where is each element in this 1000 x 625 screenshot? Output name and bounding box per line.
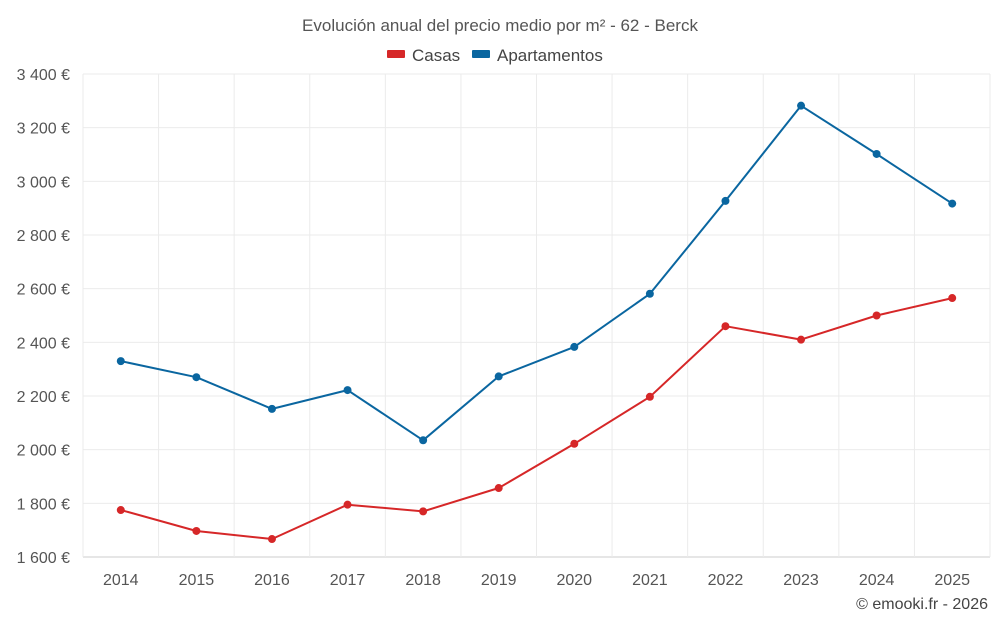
point-casas-2023[interactable] bbox=[797, 335, 806, 344]
point-casas-2024[interactable] bbox=[872, 311, 881, 320]
series-apartamentos bbox=[116, 101, 957, 445]
y-tick-label-2200: 2 200 € bbox=[17, 389, 70, 406]
point-casas-2025[interactable] bbox=[948, 294, 957, 303]
series-casas bbox=[116, 294, 957, 544]
point-apartamentos-2025[interactable] bbox=[948, 199, 957, 208]
point-apartamentos-2017[interactable] bbox=[343, 386, 352, 395]
y-tick-label-1800: 1 800 € bbox=[17, 496, 70, 513]
point-apartamentos-2016[interactable] bbox=[267, 404, 276, 413]
y-tick-label-3400: 3 400 € bbox=[17, 67, 70, 84]
point-casas-2015[interactable] bbox=[192, 526, 201, 535]
point-apartamentos-2023[interactable] bbox=[797, 101, 806, 110]
point-casas-2020[interactable] bbox=[570, 439, 579, 448]
y-tick-label-3000: 3 000 € bbox=[17, 174, 70, 191]
x-tick-label-2019: 2019 bbox=[481, 572, 517, 589]
x-tick-label-2017: 2017 bbox=[330, 572, 366, 589]
y-tick-label-3200: 3 200 € bbox=[17, 121, 70, 138]
x-tick-label-2025: 2025 bbox=[934, 572, 970, 589]
x-tick-label-2021: 2021 bbox=[632, 572, 668, 589]
legend: Casas Apartamentos bbox=[387, 46, 603, 65]
series-layer bbox=[116, 101, 957, 544]
point-apartamentos-2024[interactable] bbox=[872, 149, 881, 158]
point-apartamentos-2020[interactable] bbox=[570, 342, 579, 351]
x-tick-label-2022: 2022 bbox=[708, 572, 744, 589]
x-tick-label-2015: 2015 bbox=[179, 572, 215, 589]
point-casas-2018[interactable] bbox=[419, 507, 428, 516]
y-axis-labels: 1 600 € 1 800 € 2 000 € 2 200 € 2 400 € 2 600… bbox=[17, 67, 70, 567]
point-apartamentos-2022[interactable] bbox=[721, 196, 730, 205]
x-tick-label-2020: 2020 bbox=[556, 572, 592, 589]
x-axis-labels: 2014 2015 2016 2017 2018 2019 2020 2021 2022 2023… bbox=[103, 572, 970, 589]
legend-label-casas: Casas bbox=[412, 46, 460, 65]
series-line-apartamentos bbox=[120, 104, 953, 442]
legend-label-apartamentos: Apartamentos bbox=[497, 46, 603, 65]
x-tick-label-2023: 2023 bbox=[783, 572, 819, 589]
legend-item-casas[interactable]: Casas bbox=[387, 46, 460, 65]
point-apartamentos-2019[interactable] bbox=[494, 372, 503, 381]
x-tick-label-2016: 2016 bbox=[254, 572, 290, 589]
legend-swatch-casas bbox=[387, 50, 405, 58]
y-tick-label-1600: 1 600 € bbox=[17, 550, 70, 567]
point-casas-2016[interactable] bbox=[267, 535, 276, 544]
y-tick-label-2600: 2 600 € bbox=[17, 282, 70, 299]
point-casas-2017[interactable] bbox=[343, 500, 352, 509]
point-apartamentos-2018[interactable] bbox=[419, 436, 428, 445]
legend-item-apartamentos[interactable]: Apartamentos bbox=[472, 46, 603, 65]
x-gridlines bbox=[82, 74, 991, 557]
y-tick-label-2400: 2 400 € bbox=[17, 335, 70, 352]
credit-text: © emooki.fr - 2026 bbox=[856, 596, 988, 613]
y-tick-label-2800: 2 800 € bbox=[17, 228, 70, 245]
point-apartamentos-2014[interactable] bbox=[116, 357, 125, 366]
point-apartamentos-2021[interactable] bbox=[645, 289, 654, 298]
chart-title: Evolución anual del precio medio por m² … bbox=[302, 16, 698, 35]
x-tick-label-2024: 2024 bbox=[859, 572, 895, 589]
point-casas-2019[interactable] bbox=[494, 484, 503, 493]
x-tick-label-2018: 2018 bbox=[405, 572, 441, 589]
x-tick-label-2014: 2014 bbox=[103, 572, 139, 589]
y-tick-label-2000: 2 000 € bbox=[17, 443, 70, 460]
point-casas-2022[interactable] bbox=[721, 322, 730, 331]
series-line-casas bbox=[120, 297, 953, 540]
point-casas-2021[interactable] bbox=[645, 392, 654, 401]
legend-swatch-apartamentos bbox=[472, 50, 490, 58]
point-apartamentos-2015[interactable] bbox=[192, 373, 201, 382]
point-casas-2014[interactable] bbox=[116, 506, 125, 515]
